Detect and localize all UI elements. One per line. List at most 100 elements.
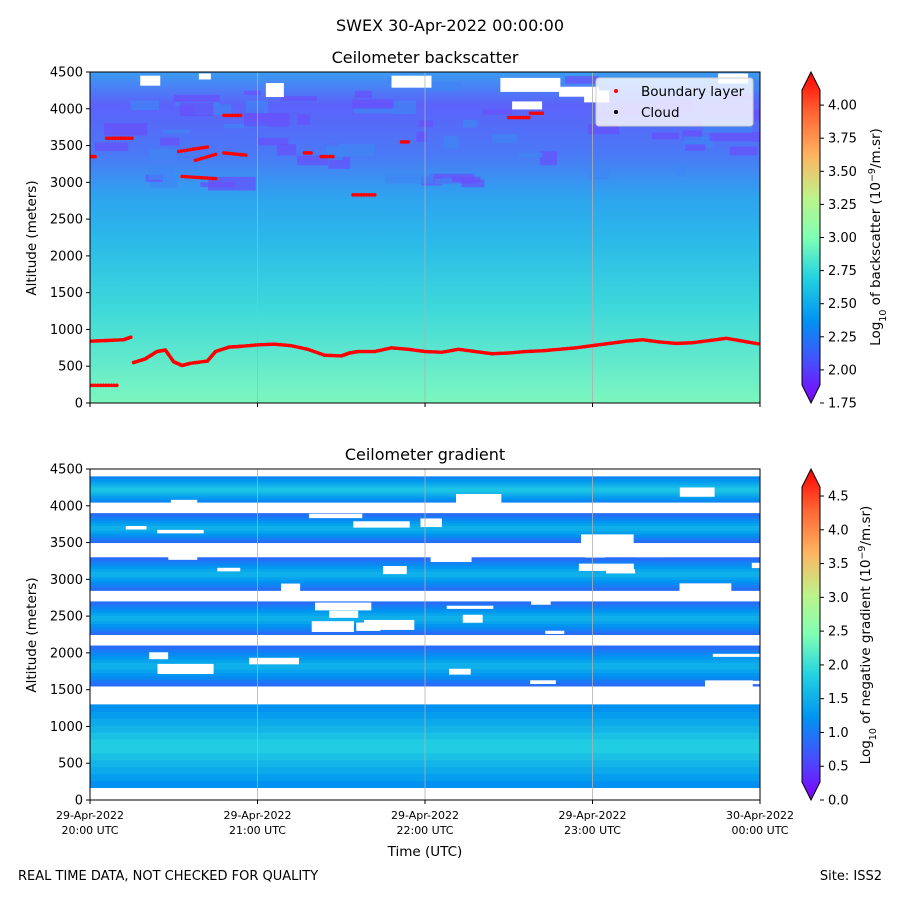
boundary-layer-point bbox=[208, 176, 212, 181]
colorbar-tick-label: 2.75 bbox=[828, 264, 857, 279]
x-tick-label: 21:00 UTC bbox=[229, 824, 286, 837]
colorbar-tick-label: 1.5 bbox=[828, 692, 849, 707]
backscatter-texture-patch bbox=[149, 148, 177, 160]
boundary-layer-point bbox=[185, 148, 190, 152]
backscatter-texture-patch bbox=[150, 177, 177, 188]
boundary-layer-point bbox=[362, 193, 366, 197]
boundary-layer-point bbox=[185, 175, 190, 179]
backscatter-no-data-patch bbox=[391, 75, 432, 88]
boundary-layer-point bbox=[115, 383, 119, 388]
boundary-layer-point bbox=[116, 136, 120, 140]
backscatter-texture-patch bbox=[492, 133, 518, 144]
boundary-layer-point bbox=[208, 154, 212, 158]
boundary-layer-point bbox=[112, 383, 116, 388]
boundary-layer-point bbox=[515, 115, 520, 120]
x-tick-label: 29-Apr-2022 bbox=[391, 809, 459, 822]
y-tick-label: 2500 bbox=[50, 610, 83, 625]
boundary-layer-point bbox=[121, 136, 126, 140]
colorbar-backscatter-label: Log10 of backscatter (10−9/m.sr) bbox=[867, 128, 889, 346]
gradient-no-data-patch bbox=[382, 565, 407, 575]
x-tick-label: 23:00 UTC bbox=[564, 824, 621, 837]
boundary-layer-point bbox=[199, 156, 204, 161]
boundary-layer-point bbox=[202, 155, 206, 160]
boundary-layer-point bbox=[93, 154, 97, 159]
y-tick-label: 2000 bbox=[50, 646, 83, 661]
colorbar-gradient-label: Log10 of negative gradient (10−9/m.sr) bbox=[857, 506, 879, 765]
boundary-layer-point bbox=[512, 115, 517, 120]
boundary-layer-point bbox=[243, 153, 248, 157]
boundary-layer-point bbox=[205, 176, 210, 180]
gradient-no-data-patch bbox=[249, 657, 299, 665]
gradient-no-data-patch bbox=[449, 668, 471, 675]
backscatter-texture-patch bbox=[685, 144, 706, 151]
y-tick-label: 2000 bbox=[50, 249, 83, 264]
backscatter-texture-patch bbox=[702, 122, 753, 133]
gradient-no-data-patch bbox=[168, 550, 198, 560]
backscatter-texture-patch bbox=[416, 131, 427, 142]
y-tick-label: 3000 bbox=[50, 573, 83, 588]
y-tick-label: 3500 bbox=[50, 536, 83, 551]
colorbar-tick-label: 3.50 bbox=[828, 165, 857, 180]
boundary-layer-point bbox=[230, 151, 234, 156]
x-tick-label: 29-Apr-2022 bbox=[56, 809, 124, 822]
boundary-layer-point bbox=[224, 151, 229, 155]
boundary-layer-point bbox=[191, 147, 195, 152]
boundary-layer-point bbox=[179, 149, 184, 153]
gradient-no-data-patch bbox=[585, 550, 606, 558]
boundary-layer-point bbox=[227, 151, 232, 156]
backscatter-texture-patch bbox=[683, 136, 714, 148]
boundary-layer-point bbox=[528, 111, 533, 115]
boundary-layer-point bbox=[233, 152, 237, 156]
boundary-layer-point bbox=[109, 383, 114, 388]
gradient-no-data-patch bbox=[545, 630, 565, 634]
boundary-layer-point bbox=[319, 154, 323, 159]
boundary-layer-point bbox=[322, 154, 326, 159]
boundary-layer-point bbox=[197, 175, 201, 180]
gradient-no-data-patch bbox=[363, 619, 415, 630]
backscatter-texture-patch bbox=[257, 137, 289, 146]
boundary-layer-point bbox=[180, 174, 184, 179]
boundary-layer-point bbox=[356, 193, 361, 197]
gradient-no-data-patch bbox=[712, 653, 760, 657]
boundary-layer-point bbox=[227, 113, 232, 118]
boundary-layer-point bbox=[309, 151, 313, 155]
backscatter-texture-patch bbox=[353, 106, 394, 114]
backscatter-no-data-patch bbox=[140, 75, 161, 86]
colorbar-tick-label: 0.0 bbox=[828, 794, 849, 809]
gradient-no-data-patch bbox=[353, 521, 410, 528]
colorbar-gradient: 0.0 0.5 1.0 1.5 2.0 2.5 3.0 3.5 4.0 4.5 Log10 of … bbox=[801, 467, 879, 809]
colorbar-tick-label: 3.25 bbox=[828, 198, 857, 213]
footer-disclaimer: REAL TIME DATA, NOT CHECKED FOR QUALITY bbox=[18, 869, 319, 884]
y-tick-label: 2500 bbox=[50, 213, 83, 228]
gradient-no-data-patch bbox=[530, 680, 556, 685]
colorbar-tick-label: 1.0 bbox=[828, 726, 849, 741]
boundary-layer-point bbox=[238, 113, 243, 118]
backscatter-texture-patch bbox=[462, 119, 478, 128]
backscatter-texture-patch bbox=[709, 132, 755, 142]
boundary-layer-point bbox=[534, 111, 539, 115]
gradient-no-data-patch bbox=[455, 493, 502, 504]
boundary-layer-point bbox=[182, 148, 187, 153]
boundary-layer-point bbox=[224, 113, 229, 118]
colorbar-tick-label: 3.00 bbox=[828, 231, 857, 246]
gradient-no-data-patch bbox=[751, 562, 760, 569]
colorbar-tick-label: 0.5 bbox=[828, 760, 849, 775]
boundary-layer-point bbox=[211, 176, 215, 181]
legend-marker-boundary-layer bbox=[614, 89, 618, 93]
boundary-layer-point bbox=[93, 383, 98, 388]
boundary-layer-point bbox=[364, 193, 369, 197]
gradient-no-data-patch bbox=[149, 652, 169, 660]
gradient-no-data-patch bbox=[705, 680, 753, 688]
gradient-ylabel: Altitude (meters) bbox=[24, 577, 40, 692]
y-tick-label: 4000 bbox=[50, 499, 83, 514]
backscatter-texture-patch bbox=[104, 123, 148, 136]
backscatter-texture-patch bbox=[200, 182, 236, 188]
gradient-no-data-patch bbox=[430, 554, 472, 563]
boundary-layer-point bbox=[506, 115, 511, 120]
boundary-layer-point bbox=[521, 115, 525, 120]
y-tick-label: 4000 bbox=[50, 102, 83, 117]
backscatter-texture-patch bbox=[682, 130, 702, 141]
boundary-layer-point bbox=[210, 153, 215, 158]
boundary-layer-point bbox=[176, 149, 181, 154]
